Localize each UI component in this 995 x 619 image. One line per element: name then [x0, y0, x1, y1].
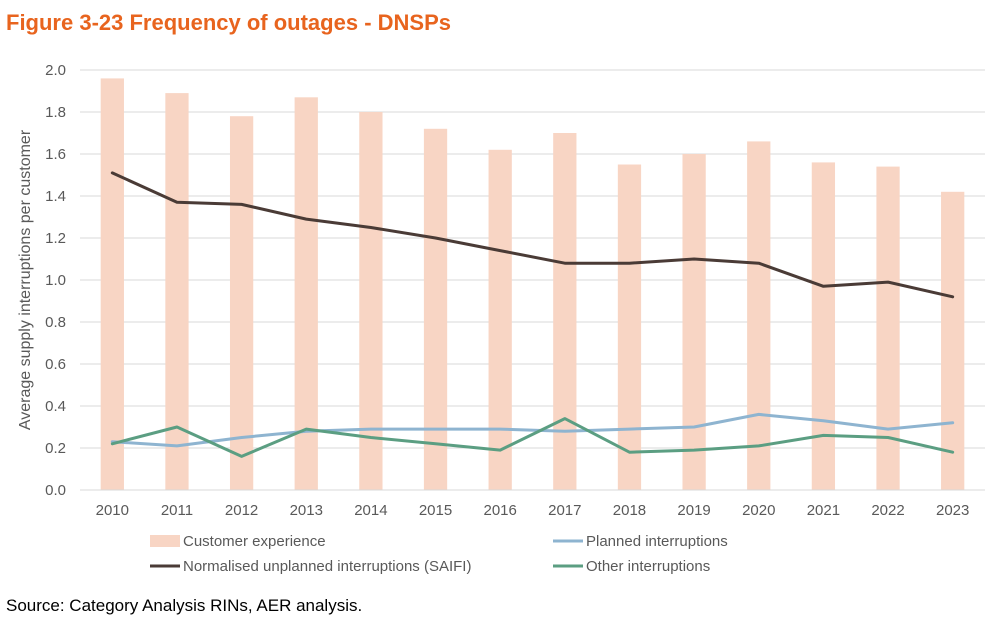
- bar: [941, 191, 965, 491]
- bar: [359, 112, 383, 490]
- bar: [876, 166, 900, 490]
- source-note: Source: Category Analysis RINs, AER anal…: [6, 596, 363, 615]
- y-tick-label: 1.6: [45, 146, 66, 163]
- legend-swatch: [150, 535, 180, 547]
- chart: 0.00.20.40.60.81.01.21.41.61.82.0 2010 20…: [17, 62, 985, 575]
- y-tick-label: 0.0: [45, 482, 66, 499]
- x-tick-label: 2016: [483, 502, 516, 519]
- y-tick-label: 0.2: [45, 440, 66, 457]
- legend: Customer experience Planned interruptions…: [150, 533, 728, 575]
- y-tick-label: 2.0: [45, 62, 66, 79]
- y-axis-label: Average supply interruptions per custome…: [17, 129, 34, 430]
- x-tick-label: 2018: [613, 502, 646, 519]
- legend-customer-experience: Customer experience: [150, 533, 326, 550]
- legend-label: Normalised unplanned interruptions (SAIF…: [183, 558, 471, 575]
- x-tick-label: 2013: [290, 502, 323, 519]
- x-tick-label: 2014: [354, 502, 387, 519]
- bar: [229, 116, 254, 490]
- x-tick-label: 2012: [225, 502, 258, 519]
- figure-title: Figure 3-23 Frequency of outages - DNSPs: [6, 10, 451, 35]
- x-tick-label: 2022: [871, 502, 904, 519]
- x-tick-label: 2019: [677, 502, 710, 519]
- line-other-interruptions: [110, 417, 955, 458]
- legend-other-interruptions: Other interruptions: [553, 558, 710, 575]
- bar: [165, 93, 189, 490]
- y-tick-label: 1.4: [45, 188, 66, 205]
- bar: [294, 97, 318, 491]
- legend-label: Planned interruptions: [586, 533, 728, 550]
- x-tick-label: 2023: [936, 502, 969, 519]
- bar: [553, 133, 577, 490]
- x-tick-label: 2011: [161, 502, 193, 519]
- bar: [100, 78, 124, 491]
- bar: [682, 154, 706, 490]
- gridlines: [80, 69, 985, 491]
- y-tick-label: 1.0: [45, 272, 66, 289]
- legend-planned-interruptions: Planned interruptions: [553, 533, 728, 550]
- line-saifi: [110, 171, 955, 299]
- x-tick-label: 2010: [96, 502, 129, 519]
- legend-label: Other interruptions: [586, 558, 710, 575]
- bar: [488, 149, 512, 491]
- x-axis: 2010 2011 2012 2013 2014 2015 2016 2017 2018 2019…: [80, 489, 985, 519]
- x-tick-label: 2021: [807, 502, 840, 519]
- y-tick-label: 1.2: [45, 230, 66, 247]
- bar: [747, 141, 771, 490]
- bar: [811, 162, 836, 490]
- x-tick-label: 2015: [419, 502, 452, 519]
- x-tick-label: 2020: [742, 502, 775, 519]
- bar: [423, 128, 448, 491]
- y-tick-label: 0.4: [45, 398, 66, 415]
- legend-label: Customer experience: [183, 533, 326, 550]
- series-lines: [110, 171, 955, 458]
- y-tick-label: 1.8: [45, 104, 66, 121]
- y-tick-label: 0.6: [45, 356, 66, 373]
- y-tick-label: 0.8: [45, 314, 66, 331]
- bar: [617, 164, 642, 490]
- x-tick-label: 2017: [548, 502, 581, 519]
- bars-customer-experience: [100, 78, 965, 491]
- line-planned-interruptions: [110, 412, 955, 448]
- legend-saifi: Normalised unplanned interruptions (SAIF…: [150, 558, 471, 575]
- y-axis: 0.0 0.2 0.4 0.6 0.8 1.0 1.2 1.4 1.6 1.8 2.0: [45, 62, 66, 499]
